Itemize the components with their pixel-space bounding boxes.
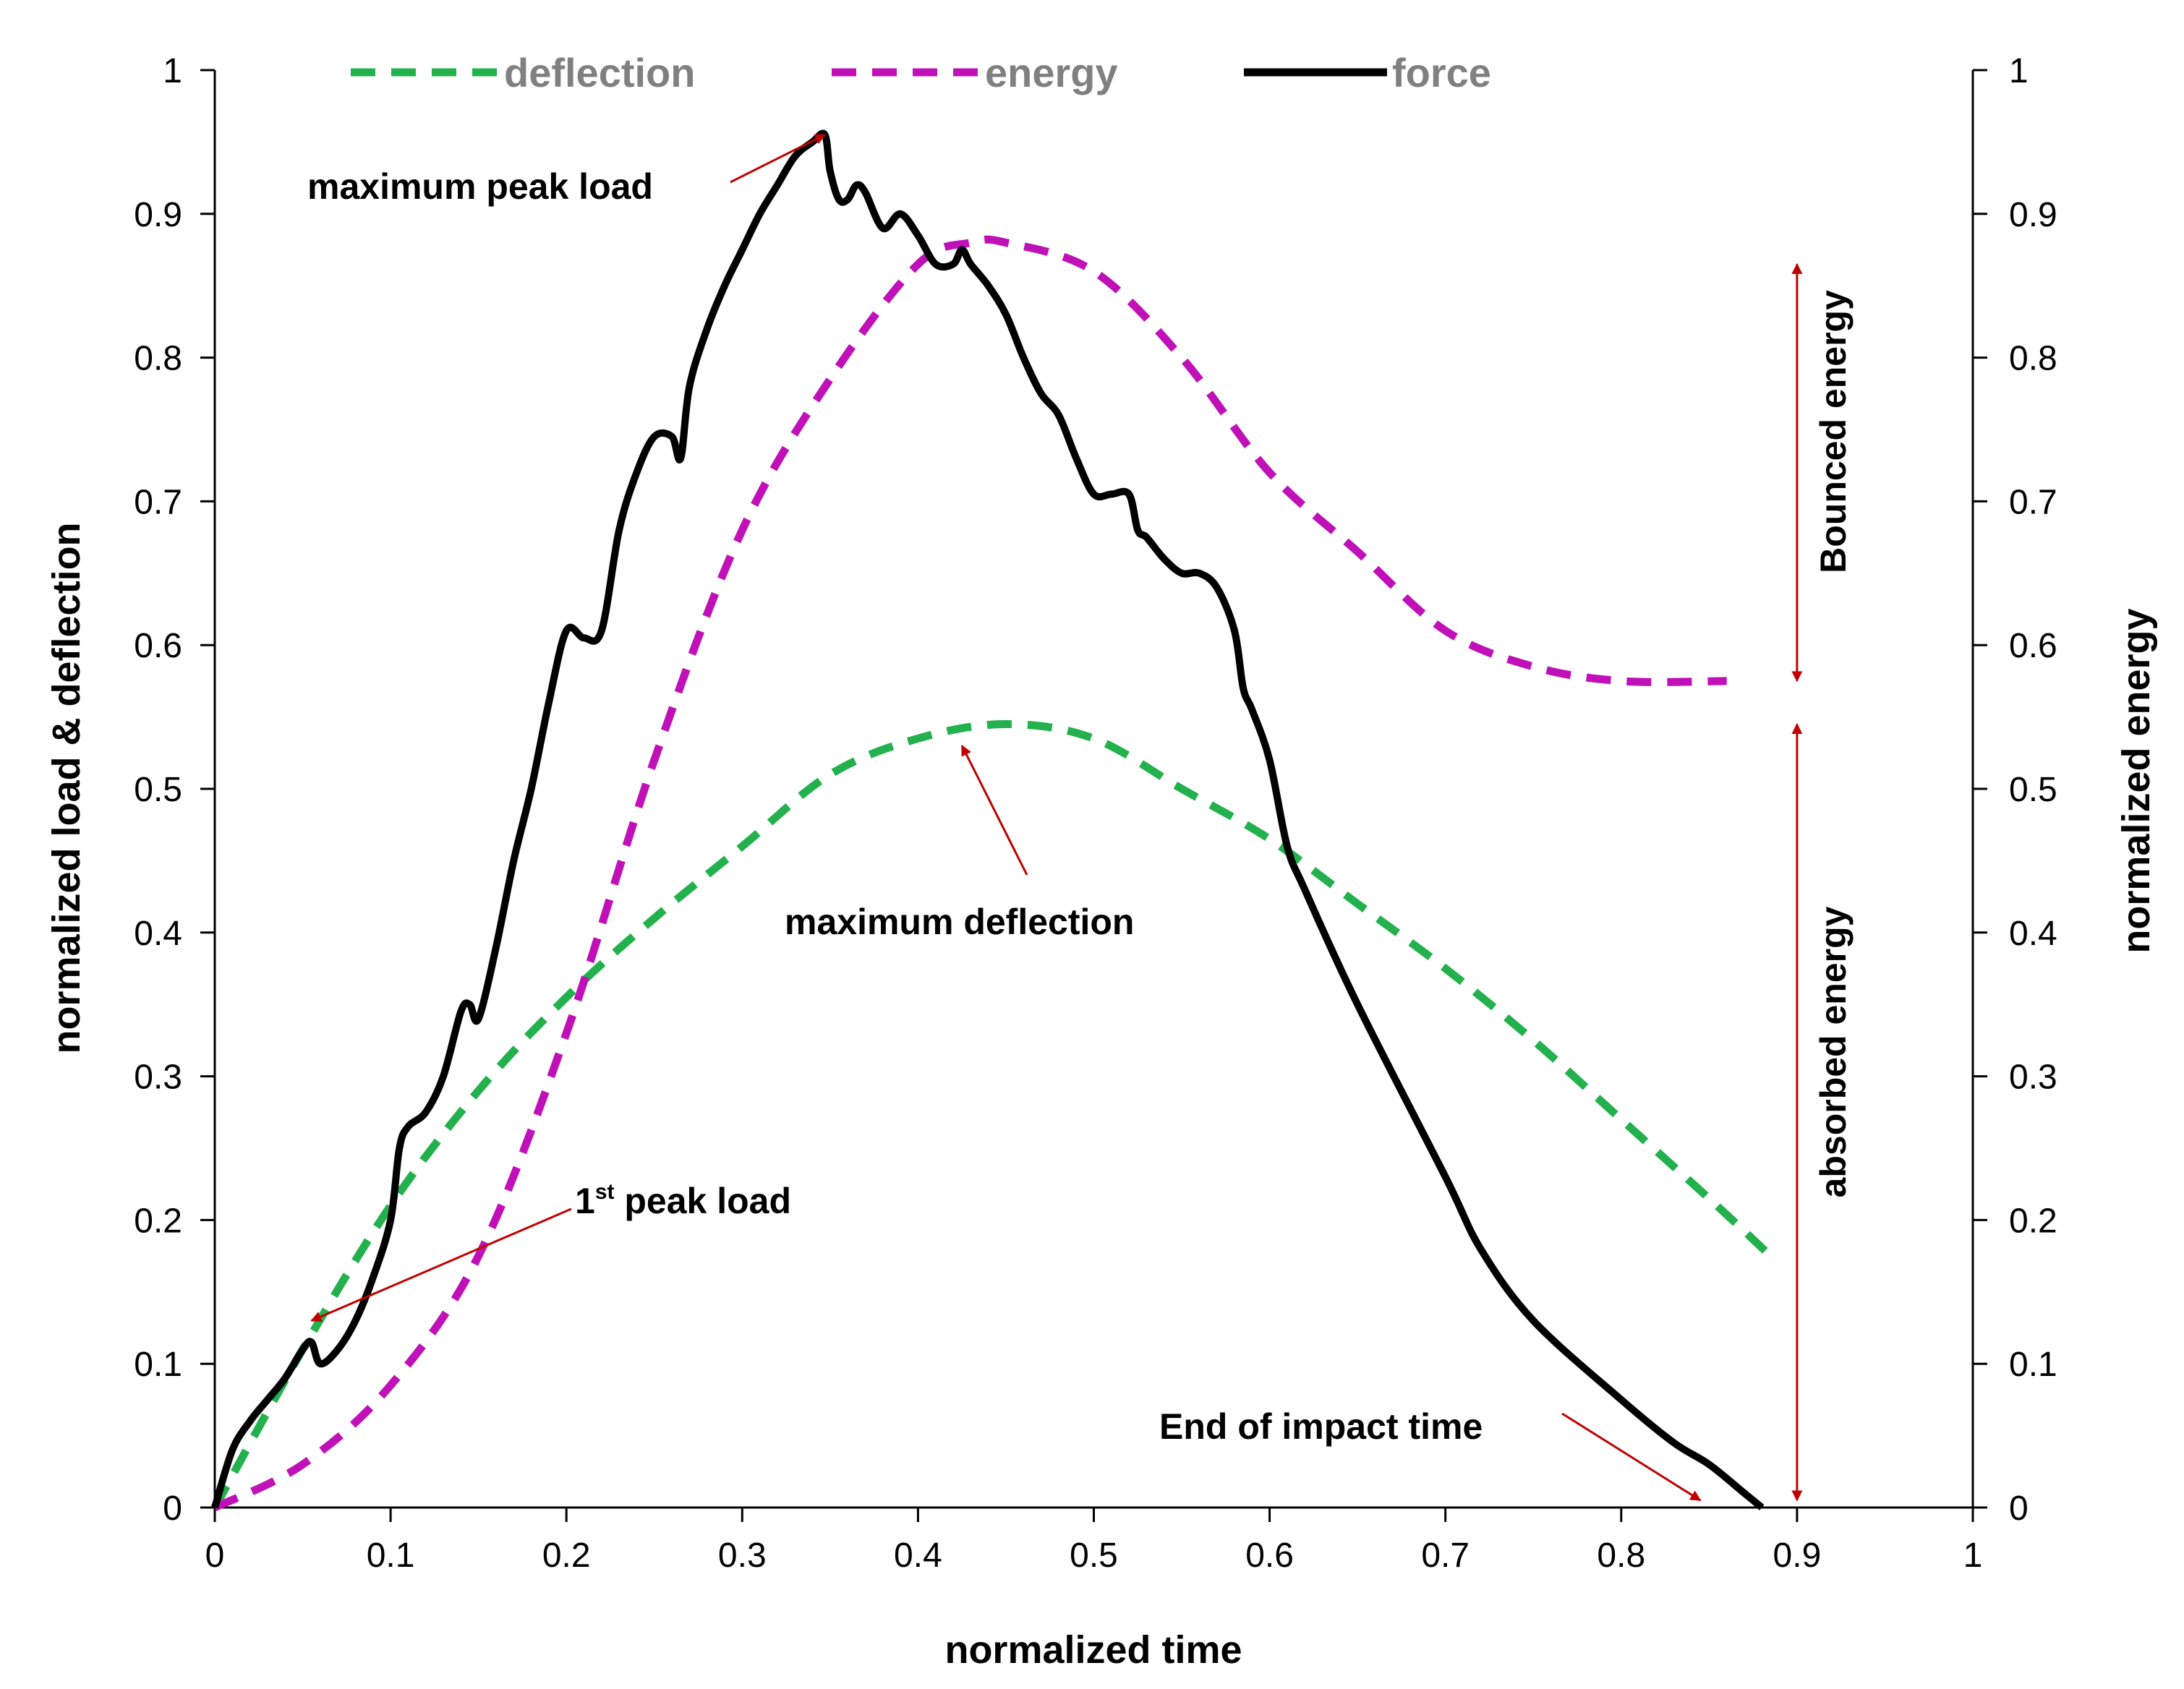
y2-tick-label: 0.1	[2009, 1346, 2057, 1384]
x-tick-label: 0.7	[1421, 1536, 1469, 1575]
x-tick-label: 0.3	[718, 1536, 767, 1575]
series-force-line	[211, 129, 1765, 1510]
y2-tick-label: 0.4	[2009, 915, 2057, 953]
x-tick-label: 0.2	[542, 1536, 591, 1575]
y-tick-label: 1	[163, 52, 182, 90]
legend-label-deflection: deflection	[504, 50, 695, 95]
plot-area	[211, 129, 1774, 1511]
y2-tick-label: 0.7	[2009, 483, 2057, 521]
axes	[213, 70, 1974, 1509]
y-axis-title: normalized load & deflection	[45, 522, 88, 1053]
x-tick-label: 0.6	[1245, 1536, 1294, 1575]
x-axis-title: normalized time	[944, 1628, 1242, 1672]
y2-tick-label: 0.5	[2009, 771, 2057, 809]
y-tick-label: 0.9	[134, 196, 182, 234]
y-tick-label: 0.7	[134, 483, 182, 521]
y-tick-label: 0.1	[134, 1346, 182, 1384]
annotation-arrow-maximum-peak-load	[730, 134, 826, 184]
y2-tick-label: 0.6	[2009, 627, 2057, 665]
x-tick-label: 0.9	[1773, 1536, 1822, 1575]
y-tick-label: 0.2	[134, 1202, 182, 1240]
y2-tick-label: 0.2	[2009, 1202, 2057, 1240]
y-tick-label: 0	[163, 1489, 182, 1528]
x-tick-label: 1	[1963, 1536, 1983, 1575]
legend-label-energy: energy	[985, 50, 1118, 95]
annotations: maximum peak load 1st peak load maximum …	[307, 134, 1702, 1502]
x-tick-label: 0	[205, 1536, 225, 1575]
annotation-first-peak-load: 1st peak load	[575, 1180, 791, 1221]
series-energy-line	[213, 235, 1727, 1511]
annotation-maximum-deflection: maximum deflection	[785, 902, 1134, 942]
x-tick-label: 0.1	[367, 1536, 415, 1575]
y-tick-label: 0.4	[134, 915, 182, 953]
annotation-arrow-first-peak-load	[310, 1207, 572, 1322]
annotation-arrow-end-of-impact-time	[1561, 1412, 1702, 1502]
annotation-arrow-maximum-deflection	[960, 745, 1028, 876]
y2-tick-label: 1	[2009, 52, 2029, 90]
y2-tick-label: 0.9	[2009, 196, 2057, 234]
annotation-end-of-impact-time: End of impact time	[1159, 1406, 1483, 1447]
annotation-maximum-peak-load: maximum peak load	[307, 166, 653, 207]
energy-range-markers: Bounced energy absorbed energy	[1791, 262, 1854, 1502]
legend-label-force: force	[1392, 50, 1491, 95]
y2-tick-label: 0.8	[2009, 340, 2057, 378]
annotation-first-peak-load-rest: peak load	[615, 1181, 792, 1221]
x-ticks: 0 0.1 0.2 0.3 0.4 0.5 0.6 0.7 0.8 0.9 1	[205, 1508, 1983, 1575]
annotation-first-peak-load-sup: st	[595, 1180, 615, 1204]
y2-tick-label: 0.3	[2009, 1059, 2057, 1097]
legend: deflection energy force	[351, 50, 1491, 95]
annotation-first-peak-load-number: 1	[575, 1181, 595, 1221]
absorbed-energy-label: absorbed energy	[1813, 906, 1854, 1197]
y2-ticks: 0 0.1 0.2 0.3 0.4 0.5 0.6 0.7 0.8 0.9 1	[1973, 52, 2057, 1528]
x-tick-label: 0.5	[1070, 1536, 1118, 1575]
y-tick-label: 0.6	[134, 627, 182, 665]
x-tick-label: 0.4	[894, 1536, 942, 1575]
bounced-energy-label: Bounced energy	[1813, 290, 1854, 573]
x-tick-label: 0.8	[1597, 1536, 1645, 1575]
y-tick-label: 0.5	[134, 771, 182, 809]
y-tick-label: 0.3	[134, 1059, 182, 1097]
y-ticks: 0 0.1 0.2 0.3 0.4 0.5 0.6 0.7 0.8 0.9 1	[134, 52, 215, 1528]
y2-tick-label: 0	[2009, 1489, 2029, 1528]
y-tick-label: 0.8	[134, 340, 182, 378]
series-deflection-line	[211, 719, 1774, 1510]
y2-axis-title: normalized energy	[2115, 608, 2158, 953]
